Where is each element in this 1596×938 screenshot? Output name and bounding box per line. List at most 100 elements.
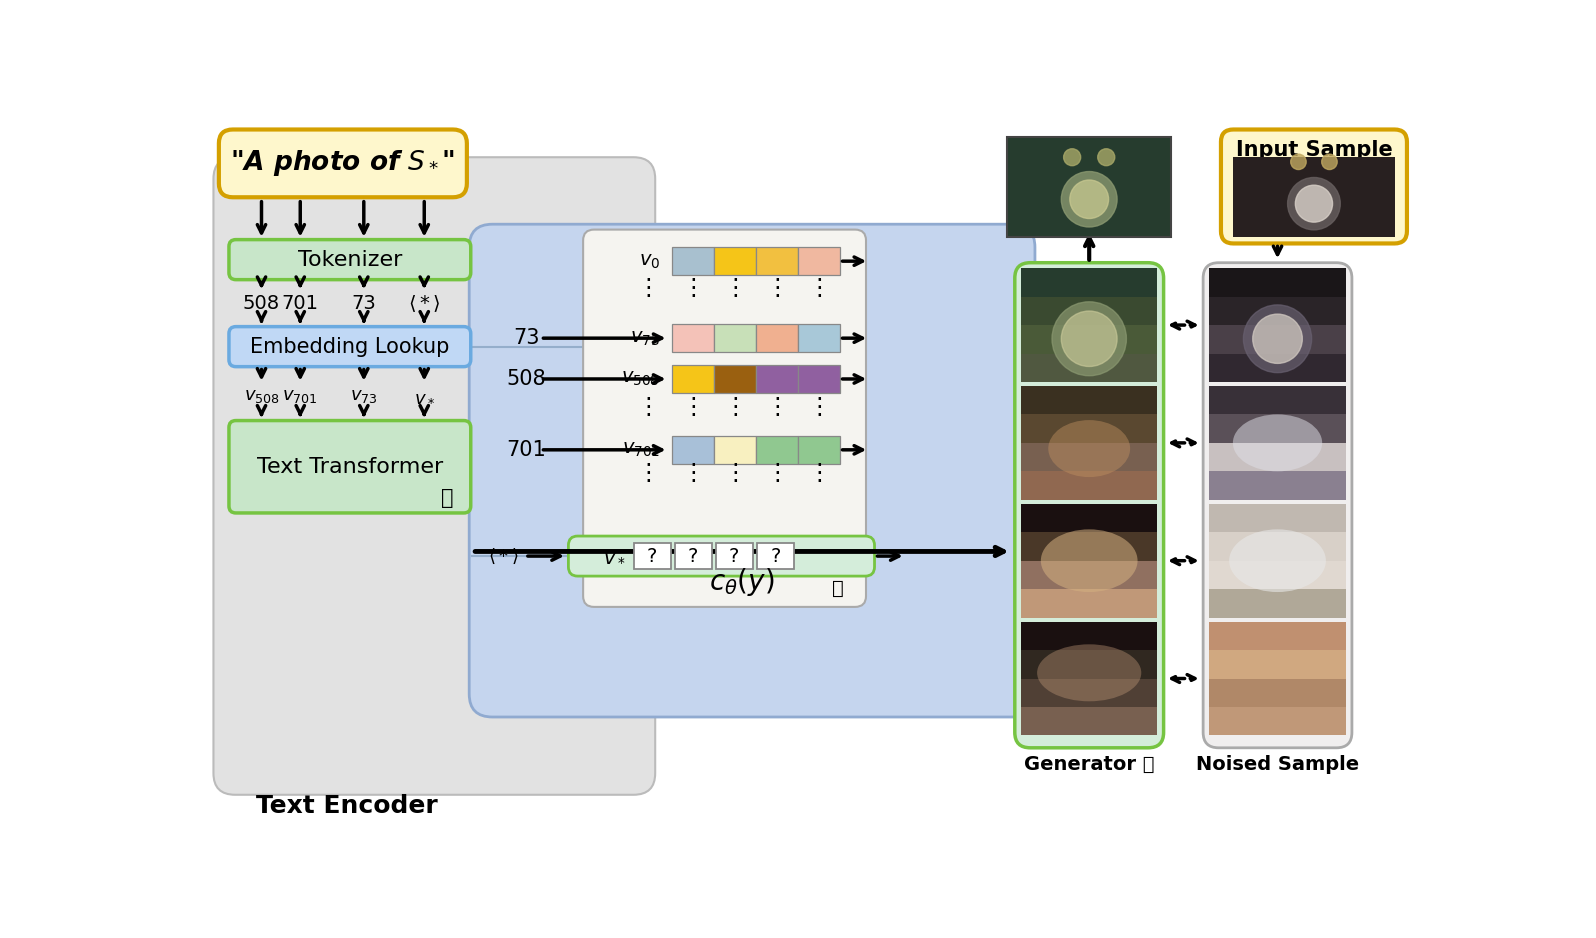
FancyBboxPatch shape [228,420,471,513]
Text: ⋮: ⋮ [764,461,788,485]
Text: ?: ? [729,547,739,566]
Text: ⋮: ⋮ [723,395,747,418]
Circle shape [1288,177,1341,230]
Bar [672,248,713,275]
Bar [1021,650,1157,678]
Text: 73: 73 [514,328,539,348]
Bar [798,436,839,463]
Text: 🔒: 🔒 [832,579,844,598]
Text: Embedding Lookup: Embedding Lookup [251,337,450,356]
Circle shape [1321,154,1337,170]
Bar [1021,296,1157,325]
Bar [1021,354,1157,382]
Bar [672,325,713,352]
Circle shape [1052,302,1127,376]
Text: $v_{701}$: $v_{701}$ [621,440,659,460]
Text: ?: ? [771,547,780,566]
Text: Input Sample: Input Sample [1235,140,1392,159]
Text: $c_\theta(y)$: $c_\theta(y)$ [709,567,774,598]
Bar [672,365,713,393]
Text: $v_*$: $v_*$ [413,386,434,405]
Text: 508: 508 [508,369,546,389]
Text: ⋮: ⋮ [637,461,659,485]
FancyBboxPatch shape [583,230,867,607]
Bar [1210,354,1345,382]
Text: $v_{701}$: $v_{701}$ [282,386,318,405]
FancyBboxPatch shape [469,224,1034,717]
Text: 73: 73 [351,294,377,313]
Bar [1210,561,1345,589]
Text: Noised Sample: Noised Sample [1195,755,1360,774]
Text: ⋮: ⋮ [637,276,659,300]
Bar [1021,472,1157,500]
Bar [634,543,670,569]
Bar [1021,532,1157,561]
Bar [757,543,793,569]
Text: Text Transformer: Text Transformer [257,457,444,477]
Text: "A photo of $S_*$": "A photo of $S_*$" [230,148,455,178]
Text: $v_{73}$: $v_{73}$ [630,328,659,348]
Bar [1210,415,1345,443]
Text: ⋮: ⋮ [808,276,830,300]
Text: 701: 701 [282,294,319,313]
Bar [1021,386,1157,415]
Text: ⋮: ⋮ [723,461,747,485]
Text: ⋮: ⋮ [681,461,705,485]
FancyBboxPatch shape [228,326,471,367]
FancyBboxPatch shape [214,158,656,794]
Bar [1210,296,1345,325]
Bar [1021,504,1157,532]
Text: 701: 701 [506,440,546,460]
Bar [1021,325,1157,354]
FancyBboxPatch shape [1015,263,1163,748]
Text: Text Encoder: Text Encoder [255,794,437,818]
Bar [1021,443,1157,472]
Text: ⋮: ⋮ [764,395,788,418]
Circle shape [1243,305,1312,372]
Text: ⋮: ⋮ [637,395,659,418]
Bar [672,436,713,463]
Bar [1021,678,1157,707]
Ellipse shape [1049,420,1130,477]
Bar [675,543,712,569]
Bar [1210,443,1345,472]
Circle shape [1069,180,1109,219]
Text: $v_*$: $v_*$ [603,547,626,566]
Ellipse shape [1041,529,1138,592]
Circle shape [1061,311,1117,367]
FancyBboxPatch shape [228,239,471,280]
Bar [798,325,839,352]
Text: $\langle*\rangle$: $\langle*\rangle$ [409,293,440,314]
Text: 🔒: 🔒 [440,488,453,507]
Bar [1210,504,1345,532]
Text: Generator 🔒: Generator 🔒 [1025,755,1154,774]
Text: ?: ? [646,547,658,566]
Text: ⋮: ⋮ [681,395,705,418]
FancyBboxPatch shape [1203,263,1352,748]
Bar [1021,561,1157,589]
Ellipse shape [1232,415,1321,472]
Text: ⋮: ⋮ [681,276,705,300]
Bar [1210,707,1345,735]
Bar [757,248,798,275]
Bar [757,325,798,352]
Bar [1210,650,1345,678]
Text: ⋮: ⋮ [764,276,788,300]
Bar [1007,137,1171,237]
Text: $\langle*\rangle$: $\langle*\rangle$ [488,547,519,566]
Circle shape [1291,154,1306,170]
Bar [1021,589,1157,618]
Circle shape [1061,172,1117,227]
Bar [713,365,757,393]
Bar [713,325,757,352]
Text: $v_{508}$: $v_{508}$ [244,386,279,405]
Text: ?: ? [688,547,699,566]
FancyBboxPatch shape [568,536,875,576]
Text: $v_{73}$: $v_{73}$ [350,386,378,405]
Text: 508: 508 [243,294,279,313]
Bar [1210,678,1345,707]
Circle shape [1296,185,1333,222]
Text: ⋮: ⋮ [808,395,830,418]
Bar [713,248,757,275]
FancyBboxPatch shape [219,129,468,197]
